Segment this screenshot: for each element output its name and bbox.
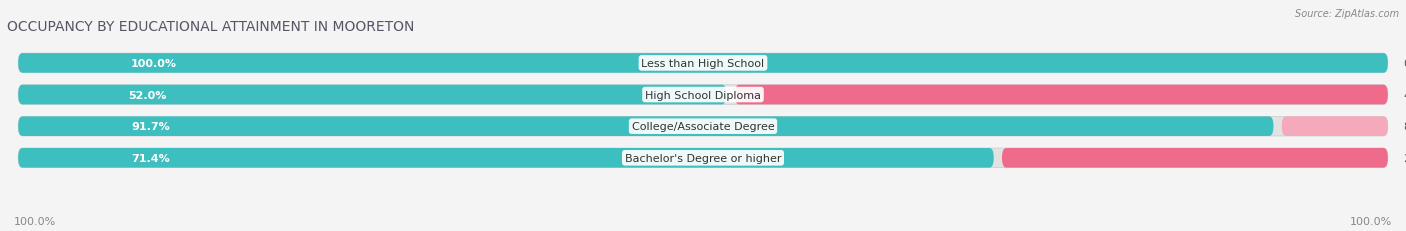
Text: 100.0%: 100.0% [131,59,177,69]
Text: 0.0%: 0.0% [1403,59,1406,69]
Text: 91.7%: 91.7% [131,122,170,132]
FancyBboxPatch shape [1282,117,1388,136]
Text: OCCUPANCY BY EDUCATIONAL ATTAINMENT IN MOORETON: OCCUPANCY BY EDUCATIONAL ATTAINMENT IN M… [7,20,415,34]
FancyBboxPatch shape [18,54,1388,73]
Text: 8.3%: 8.3% [1403,122,1406,132]
Text: Less than High School: Less than High School [641,59,765,69]
FancyBboxPatch shape [18,85,1388,105]
FancyBboxPatch shape [18,54,1388,73]
Text: College/Associate Degree: College/Associate Degree [631,122,775,132]
Text: 100.0%: 100.0% [14,216,56,226]
Text: Bachelor's Degree or higher: Bachelor's Degree or higher [624,153,782,163]
Text: High School Diploma: High School Diploma [645,90,761,100]
FancyBboxPatch shape [18,117,1388,136]
FancyBboxPatch shape [735,85,1388,105]
FancyBboxPatch shape [18,148,1388,168]
FancyBboxPatch shape [18,117,1274,136]
Text: 28.6%: 28.6% [1403,153,1406,163]
Text: 71.4%: 71.4% [131,153,170,163]
FancyBboxPatch shape [18,85,727,105]
Text: Source: ZipAtlas.com: Source: ZipAtlas.com [1295,9,1399,19]
FancyBboxPatch shape [1002,148,1388,168]
Text: 100.0%: 100.0% [1350,216,1392,226]
Text: 52.0%: 52.0% [128,90,167,100]
Text: 48.0%: 48.0% [1403,90,1406,100]
FancyBboxPatch shape [18,148,994,168]
